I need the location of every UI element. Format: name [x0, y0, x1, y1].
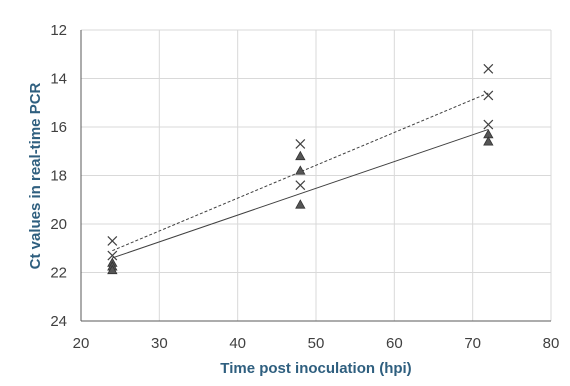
marker-stroke — [483, 119, 494, 130]
point-x-marker — [483, 119, 494, 130]
marker-stroke — [107, 250, 118, 261]
y-tick-label: 16 — [50, 119, 67, 136]
point-x-marker — [295, 180, 306, 191]
marker-stroke — [483, 63, 494, 74]
x-tick-label: 50 — [308, 335, 325, 352]
y-tick-label: 14 — [50, 71, 67, 88]
x-tick-label: 60 — [386, 335, 403, 352]
tick-labels: 20 30 40 50 60 70 80 12 14 16 18 20 22 24 — [50, 22, 559, 352]
trendlines — [112, 92, 489, 259]
marker-stroke — [483, 90, 494, 101]
point-triangle-marker — [295, 150, 306, 161]
x-tick-label: 40 — [229, 335, 246, 352]
point-x-marker — [295, 139, 306, 149]
grid-lines — [80, 29, 552, 322]
point-triangle-marker — [483, 136, 494, 146]
y-tick-label: 22 — [50, 265, 67, 282]
marker-stroke — [107, 236, 118, 246]
y-tick-label: 18 — [50, 168, 67, 185]
point-x-marker — [483, 90, 494, 101]
marker-stroke — [295, 139, 306, 149]
y-axis-title: Ct values in real-time PCR — [27, 82, 44, 269]
x-axis-title: Time post inoculation (hpi) — [220, 360, 411, 377]
point-x-marker — [107, 236, 118, 246]
x-tick-label: 70 — [464, 335, 481, 352]
y-tick-label: 20 — [50, 216, 67, 233]
point-x-marker — [483, 63, 494, 74]
marker-stroke — [295, 180, 306, 191]
point-triangle-marker — [107, 264, 118, 275]
data-points — [107, 63, 494, 275]
axes — [80, 30, 551, 322]
trendline-solid — [112, 128, 489, 259]
y-tick-label: 12 — [50, 22, 67, 39]
point-triangle-marker — [295, 165, 306, 175]
y-tick-label: 24 — [50, 313, 67, 330]
x-tick-label: 30 — [151, 335, 168, 352]
x-tick-label: 80 — [543, 335, 560, 352]
point-triangle-marker — [295, 199, 306, 209]
x-tick-label: 20 — [73, 335, 90, 352]
trendline-dashed — [112, 92, 489, 252]
point-x-marker — [107, 250, 118, 261]
